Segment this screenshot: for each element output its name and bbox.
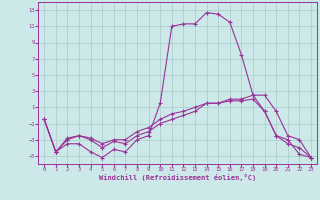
X-axis label: Windchill (Refroidissement éolien,°C): Windchill (Refroidissement éolien,°C)	[99, 174, 256, 181]
